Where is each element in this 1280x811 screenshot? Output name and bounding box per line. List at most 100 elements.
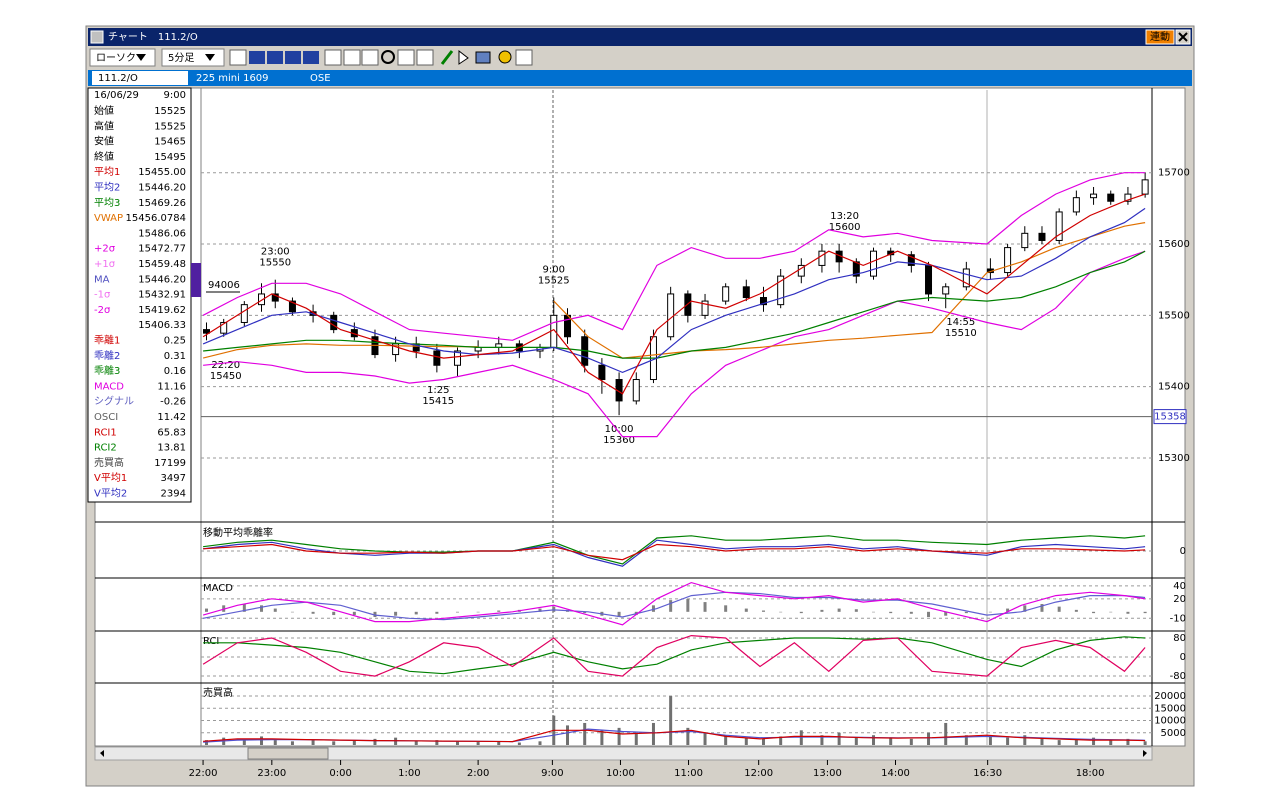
y-tick-label: 15600 <box>1158 239 1190 250</box>
candle-body <box>632 379 640 402</box>
readout-value: 15432.91 <box>138 290 186 301</box>
readout-label: -2σ <box>94 305 111 316</box>
x-tick-label: 2:00 <box>467 768 489 779</box>
bar <box>617 611 621 618</box>
bar <box>872 611 876 613</box>
readout-value: 15465 <box>154 137 186 148</box>
bar <box>435 611 439 614</box>
last-price: 15358 <box>1154 412 1186 423</box>
tool-icon[interactable] <box>343 49 361 66</box>
annotation-time: 14:55 <box>946 317 975 328</box>
bar <box>724 735 728 745</box>
bar <box>686 727 690 745</box>
bar <box>651 722 655 745</box>
bar <box>744 737 748 745</box>
readout-label: 平均3 <box>94 197 120 209</box>
tool-icon[interactable] <box>397 49 415 66</box>
readout-label: 売買高 <box>94 456 124 469</box>
bar <box>311 740 315 745</box>
readout-label: MA <box>94 274 110 285</box>
bar <box>1040 737 1044 745</box>
tool-icon[interactable] <box>440 50 454 65</box>
code-box <box>92 71 188 85</box>
series-line <box>202 193 1146 395</box>
bar <box>1143 611 1147 614</box>
readout-value: 15486.06 <box>138 228 186 239</box>
scrollbar-thumb[interactable] <box>247 747 329 760</box>
tool-icon[interactable] <box>303 51 319 64</box>
bar <box>669 600 673 612</box>
x-tick-label: 18:00 <box>1076 768 1105 779</box>
interval-dropdown[interactable] <box>161 48 225 67</box>
tool-icon[interactable] <box>498 50 512 64</box>
bar <box>889 611 893 614</box>
bar <box>1023 605 1027 612</box>
readout-value: 15419.62 <box>138 305 186 316</box>
readout-label: RCI2 <box>94 443 117 454</box>
panel-tab[interactable] <box>191 263 201 297</box>
panel-title: RCI <box>203 636 219 647</box>
tool-icon[interactable] <box>229 49 247 66</box>
candle-body <box>240 304 248 323</box>
readout-value: 15446.20 <box>138 274 186 285</box>
readout-value: 0.25 <box>164 336 186 347</box>
link-button-label[interactable]: 連動 <box>1150 30 1170 43</box>
bar <box>1126 611 1130 614</box>
bar <box>205 608 209 612</box>
bar <box>944 611 948 616</box>
annotation-time: 10:00 <box>605 424 634 435</box>
annotation-price: 15510 <box>945 328 977 339</box>
x-tick-label: 9:00 <box>541 768 563 779</box>
bar <box>909 611 913 614</box>
tool-icon[interactable] <box>267 51 283 64</box>
close-icon <box>1178 32 1188 42</box>
interval[interactable]: 5分足 <box>168 52 194 64</box>
tool-icon[interactable] <box>324 49 342 66</box>
bar <box>290 611 294 613</box>
panel-title: 移動平均乖離率 <box>203 526 273 539</box>
tool-icon[interactable] <box>285 51 301 64</box>
tool-icon[interactable] <box>249 51 265 64</box>
y-tick-label: 10000 <box>1154 716 1186 727</box>
bar <box>1006 737 1010 745</box>
chart-style-dropdown[interactable] <box>89 48 156 67</box>
candle-body <box>1107 193 1115 202</box>
bar <box>583 722 587 745</box>
readout-label: V平均1 <box>94 472 127 484</box>
bar <box>1074 609 1078 612</box>
readout-label: 平均1 <box>94 166 120 178</box>
readout-label: 高値 <box>94 119 114 132</box>
bar <box>1109 611 1113 613</box>
scroll-left[interactable] <box>100 750 104 757</box>
bar <box>617 727 621 745</box>
bar <box>222 605 226 612</box>
chart-style[interactable]: ローソク <box>96 52 136 64</box>
candle-body <box>1038 232 1046 241</box>
candle-body <box>433 350 441 366</box>
bar <box>260 605 264 612</box>
candle-body <box>1141 179 1149 195</box>
bar <box>260 736 264 745</box>
y-tick-label: 80 <box>1173 633 1186 644</box>
annotation-price: 15600 <box>829 222 861 233</box>
candle-body <box>742 286 750 299</box>
tool-icon[interactable] <box>416 49 434 66</box>
annotation-price: 15525 <box>538 276 570 287</box>
tool-icon[interactable] <box>381 50 395 64</box>
scroll-right[interactable] <box>1143 750 1147 757</box>
readout-value: 11.16 <box>157 381 186 392</box>
scrollbar[interactable] <box>94 746 1153 761</box>
tool-icon[interactable] <box>475 51 491 64</box>
link-button[interactable] <box>1145 29 1175 45</box>
candle-body <box>962 268 970 288</box>
readout-label: 終値 <box>94 150 114 163</box>
tool-icon[interactable] <box>515 49 533 66</box>
tool-icon[interactable] <box>361 49 379 66</box>
annotation-time: 13:20 <box>830 211 859 222</box>
series-line <box>203 250 1146 438</box>
tool-icon[interactable] <box>458 49 469 65</box>
readout-value: 15456.0784 <box>126 213 186 224</box>
readout-value: 0.16 <box>164 366 186 377</box>
candle-body <box>852 261 860 277</box>
series-line <box>202 634 1146 677</box>
